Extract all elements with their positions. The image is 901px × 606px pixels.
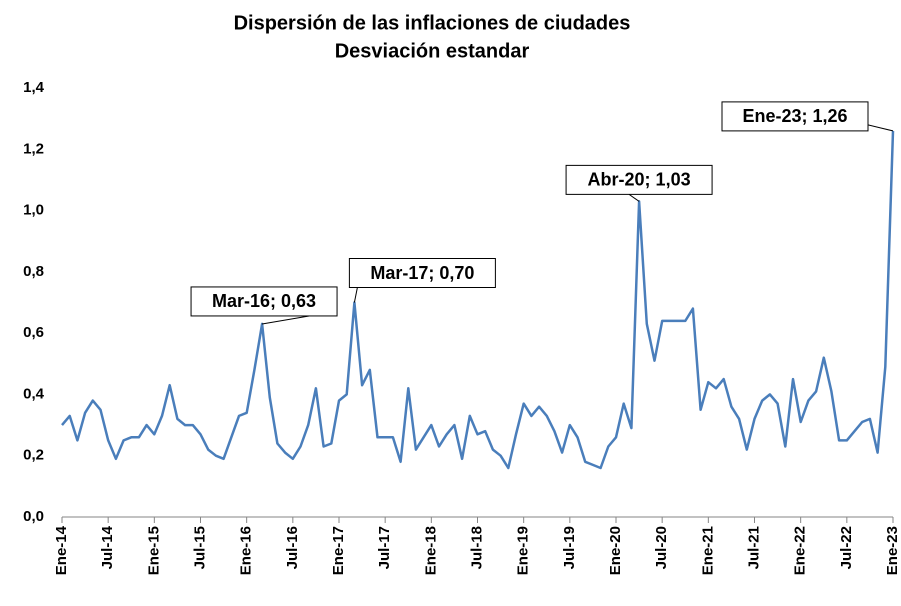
chart-subtitle: Desviación estandar <box>335 40 530 62</box>
y-tick-label: 1,4 <box>23 79 45 96</box>
callout-leader <box>628 193 640 202</box>
y-tick-label: 0,4 <box>23 385 45 402</box>
x-tick-label: Ene-18 <box>422 526 439 575</box>
x-tick-label: Ene-17 <box>330 526 347 575</box>
x-tick-label: Jul-18 <box>468 526 485 569</box>
x-tick-label: Jul-17 <box>376 526 393 569</box>
x-tick-label: Jul-20 <box>653 526 670 569</box>
x-tick-label: Ene-15 <box>145 526 162 575</box>
x-tick-label: Ene-23 <box>884 526 901 575</box>
x-tick-label: Jul-14 <box>99 525 116 569</box>
x-tick-label: Ene-21 <box>699 526 716 575</box>
x-tick-label: Jul-15 <box>191 526 208 569</box>
x-tick-label: Jul-21 <box>745 526 762 569</box>
callout-leader <box>261 315 310 325</box>
y-tick-label: 1,2 <box>23 140 44 157</box>
x-tick-label: Jul-22 <box>838 526 855 569</box>
callout-leader <box>867 124 894 132</box>
y-tick-label: 0,0 <box>23 508 44 525</box>
data-label: Abr-20; 1,03 <box>588 170 691 190</box>
x-tick-label: Ene-22 <box>792 526 809 575</box>
callout-box <box>190 286 338 317</box>
chart-title: Dispersión de las inflaciones de ciudade… <box>234 12 631 34</box>
callout-leader <box>353 287 358 303</box>
y-tick-label: 0,2 <box>23 447 44 464</box>
callout-box <box>721 101 869 132</box>
y-tick-label: 0,8 <box>23 263 44 280</box>
x-tick-label: Jul-16 <box>284 526 301 569</box>
y-tick-label: 1,0 <box>23 202 44 219</box>
x-tick-label: Ene-16 <box>238 526 255 575</box>
x-tick-label: Jul-19 <box>561 526 578 569</box>
callout-box <box>348 258 496 288</box>
line-series <box>61 130 895 470</box>
x-tick-label: Ene-14 <box>53 525 70 575</box>
data-label: Ene-23; 1,26 <box>742 106 847 126</box>
x-tick-label: Ene-19 <box>515 526 532 575</box>
y-tick-label: 0,6 <box>23 324 44 341</box>
x-tick-label: Ene-20 <box>607 526 624 575</box>
callout-box <box>565 164 713 195</box>
data-label: Mar-17; 0,70 <box>370 263 474 283</box>
data-label: Mar-16; 0,63 <box>212 291 316 311</box>
